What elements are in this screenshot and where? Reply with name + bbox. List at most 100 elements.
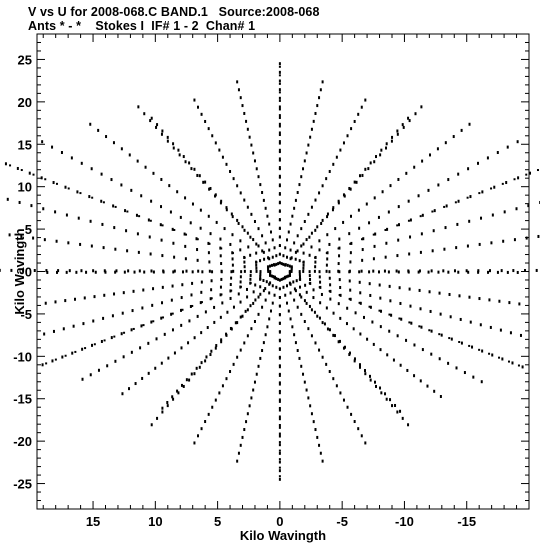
uv-point xyxy=(32,236,35,240)
uv-point xyxy=(161,285,164,289)
uv-point xyxy=(325,263,328,267)
uv-point xyxy=(308,282,311,285)
uv-point xyxy=(395,269,398,273)
uv-point xyxy=(112,204,115,208)
uv-point xyxy=(171,312,174,315)
y-tick-label: -5 xyxy=(20,307,32,322)
uv-point xyxy=(278,382,281,386)
uv-point xyxy=(496,151,499,155)
tick-labels: 15 10 5 0 -5 -10 -15 25 20 15 10 5 0 -5 -10 -15 -20 -25 xyxy=(13,52,476,529)
uv-point xyxy=(410,321,413,325)
uv-point xyxy=(152,270,155,274)
uv-point xyxy=(250,212,253,216)
uv-point xyxy=(275,285,278,289)
uv-point xyxy=(374,232,377,236)
uv-point xyxy=(405,171,408,175)
uv-point xyxy=(252,301,255,305)
uv-point xyxy=(447,270,450,274)
uv-point xyxy=(417,194,420,198)
uv-point xyxy=(359,291,362,295)
y-tick-label: 15 xyxy=(18,137,32,152)
uv-point xyxy=(427,188,430,192)
uv-point xyxy=(255,167,258,171)
uv-point xyxy=(337,302,340,306)
uv-point xyxy=(505,181,508,185)
uv-point xyxy=(353,420,356,424)
uv-point xyxy=(320,292,323,296)
uv-point xyxy=(420,105,423,109)
uv-point xyxy=(184,160,187,164)
uv-point xyxy=(219,254,222,258)
uv-point xyxy=(239,96,242,100)
uv-point xyxy=(150,269,153,273)
uv-point xyxy=(288,270,291,274)
uv-point xyxy=(460,128,463,132)
uv-point xyxy=(41,363,44,367)
uv-point xyxy=(350,127,353,131)
uv-point xyxy=(419,250,422,254)
uv-point xyxy=(92,269,95,273)
uv-point xyxy=(255,251,258,255)
uv-point xyxy=(349,260,352,264)
uv-point xyxy=(529,171,532,175)
uv-point xyxy=(221,301,224,305)
uv-point xyxy=(255,266,258,270)
uv-point xyxy=(245,420,248,424)
uv-point xyxy=(264,206,267,210)
uv-point xyxy=(261,305,264,309)
uv-point xyxy=(283,275,286,279)
uv-point xyxy=(138,215,141,218)
uv-point xyxy=(249,281,252,284)
uv-point xyxy=(278,183,281,187)
uv-point xyxy=(249,270,252,274)
uv-point xyxy=(428,329,431,332)
uv-point xyxy=(259,275,262,279)
uv-point xyxy=(156,416,159,420)
uv-point xyxy=(419,379,422,383)
uv-point xyxy=(346,306,349,310)
uv-point xyxy=(230,212,233,216)
uv-point xyxy=(172,146,175,150)
uv-point xyxy=(401,123,404,127)
uv-point xyxy=(397,177,400,181)
uv-point xyxy=(207,127,210,131)
uv-point xyxy=(189,221,192,225)
uv-point xyxy=(302,372,305,376)
uv-point xyxy=(278,151,281,154)
uv-point xyxy=(289,257,292,261)
uv-point xyxy=(79,192,82,195)
uv-point xyxy=(278,116,281,119)
uv-point xyxy=(278,140,281,144)
uv-point xyxy=(162,270,165,274)
uv-point xyxy=(105,135,108,139)
uv-point xyxy=(267,268,270,272)
uv-point xyxy=(300,312,303,316)
uv-point xyxy=(259,278,262,281)
uv-point xyxy=(266,214,269,218)
uv-point xyxy=(183,232,186,236)
uv-point xyxy=(448,292,451,296)
uv-point xyxy=(114,359,117,363)
uv-point xyxy=(278,236,281,239)
uv-point xyxy=(180,323,183,327)
uv-point xyxy=(278,174,281,178)
uv-point xyxy=(220,277,223,281)
uv-point xyxy=(290,269,293,273)
uv-point xyxy=(453,269,456,273)
uv-point xyxy=(237,292,240,296)
uv-point xyxy=(316,314,319,318)
uv-point xyxy=(170,298,173,302)
uv-point xyxy=(278,114,281,118)
uv-point xyxy=(196,258,199,262)
uv-point xyxy=(332,311,335,315)
uv-point xyxy=(525,173,528,176)
axis-ticks xyxy=(37,34,529,509)
uv-point xyxy=(314,198,317,202)
uv-point xyxy=(239,443,242,447)
uv-point xyxy=(139,346,142,350)
uv-point xyxy=(332,206,335,210)
uv-point xyxy=(246,205,249,209)
uv-point xyxy=(252,388,255,392)
x-tick-label: -10 xyxy=(395,514,414,529)
uv-point xyxy=(97,128,100,132)
